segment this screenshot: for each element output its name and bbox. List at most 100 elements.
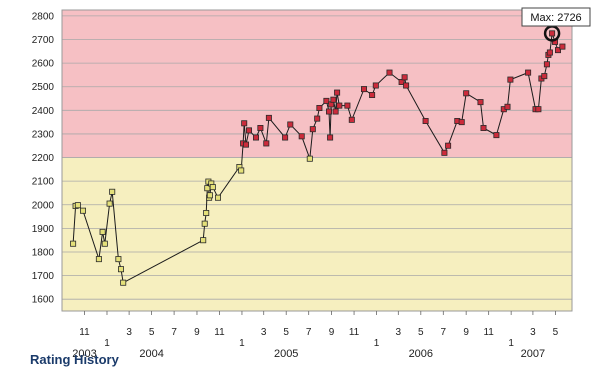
data-point bbox=[403, 82, 410, 89]
data-point bbox=[372, 82, 379, 89]
data-point bbox=[314, 115, 321, 122]
y-tick-label: 2500 bbox=[32, 82, 55, 93]
data-point bbox=[507, 76, 514, 83]
data-point bbox=[80, 207, 87, 214]
data-point bbox=[323, 97, 330, 104]
y-tick-label: 2000 bbox=[32, 200, 55, 211]
data-point bbox=[115, 256, 122, 263]
y-axis-ticks: 1600 1700 1800 1900 2000 2100 2200 2300 2400 2500… bbox=[32, 11, 55, 305]
year-label: 2006 bbox=[409, 348, 433, 360]
data-point bbox=[334, 89, 341, 96]
data-point bbox=[316, 105, 323, 112]
data-point bbox=[306, 155, 313, 162]
data-point bbox=[463, 90, 470, 97]
section-heading-cut-off: Rating History bbox=[30, 352, 119, 367]
data-point bbox=[99, 228, 106, 235]
data-point bbox=[287, 121, 294, 128]
data-point bbox=[200, 237, 207, 244]
data-point bbox=[95, 256, 102, 263]
year-label: 2004 bbox=[139, 348, 163, 360]
data-point bbox=[120, 279, 127, 286]
data-point bbox=[480, 125, 487, 132]
data-point bbox=[541, 73, 548, 80]
x-tick-label: 3 bbox=[530, 327, 536, 338]
max-annotation: Max: 2726 bbox=[521, 7, 591, 42]
x-tick-label: 1 bbox=[374, 338, 380, 349]
data-point bbox=[535, 106, 542, 113]
band-0 bbox=[62, 157, 572, 311]
data-point bbox=[257, 125, 264, 132]
data-point bbox=[214, 194, 221, 201]
data-point bbox=[543, 61, 550, 68]
data-point bbox=[344, 102, 351, 109]
x-tick-label: 9 bbox=[329, 327, 335, 338]
plot-frame bbox=[61, 9, 573, 312]
data-point bbox=[245, 127, 252, 134]
x-tick-label: 1 bbox=[104, 338, 110, 349]
y-tick-label: 1900 bbox=[32, 224, 55, 235]
data-point bbox=[441, 149, 448, 156]
data-point bbox=[265, 114, 272, 121]
data-point bbox=[332, 108, 339, 115]
x-axis-year-labels: 2003 2004 2005 2006 2007 bbox=[72, 348, 545, 360]
x-tick-label: 11 bbox=[214, 327, 225, 338]
x-tick-label: 5 bbox=[149, 327, 155, 338]
data-point bbox=[242, 141, 249, 148]
x-tick-label: 3 bbox=[126, 327, 132, 338]
data-point bbox=[118, 266, 125, 273]
y-tick-label: 1600 bbox=[32, 295, 55, 306]
data-point bbox=[309, 126, 316, 133]
y-tick-label: 2800 bbox=[32, 11, 55, 22]
data-point bbox=[386, 69, 393, 76]
data-point bbox=[330, 96, 337, 103]
x-tick-label: 9 bbox=[194, 327, 200, 338]
data-point bbox=[458, 119, 465, 126]
y-tick-label: 2600 bbox=[32, 59, 55, 70]
max-label-box bbox=[521, 7, 591, 27]
data-point bbox=[559, 43, 566, 50]
data-point bbox=[109, 188, 116, 195]
max-label: Max: 2726 bbox=[530, 12, 581, 24]
x-tick-label: 7 bbox=[171, 327, 177, 338]
y-tick-label: 2300 bbox=[32, 129, 55, 140]
data-point bbox=[325, 108, 332, 115]
data-point bbox=[327, 134, 334, 141]
y-tick-label: 2100 bbox=[32, 177, 55, 188]
y-tick-label: 2400 bbox=[32, 106, 55, 117]
data-point bbox=[555, 47, 562, 54]
data-point bbox=[74, 202, 81, 209]
data-point bbox=[201, 220, 208, 227]
x-tick-label: 11 bbox=[349, 327, 360, 338]
data-point bbox=[70, 240, 77, 247]
data-point bbox=[348, 116, 355, 123]
year-label: 2005 bbox=[274, 348, 298, 360]
data-point bbox=[263, 140, 270, 147]
data-point bbox=[241, 120, 248, 127]
x-tick-label: 5 bbox=[553, 327, 559, 338]
data-point bbox=[209, 184, 216, 191]
data-point bbox=[298, 133, 305, 140]
x-tick-label: 1 bbox=[508, 338, 514, 349]
x-tick-label: 11 bbox=[483, 327, 494, 338]
data-point bbox=[206, 192, 213, 199]
background-bands bbox=[62, 10, 572, 311]
data-point bbox=[282, 134, 289, 141]
x-tick-label: 1 bbox=[239, 338, 245, 349]
y-tick-label: 2200 bbox=[32, 153, 55, 164]
x-tick-label: 9 bbox=[463, 327, 469, 338]
x-tick-label: 3 bbox=[261, 327, 267, 338]
x-tick-label: 5 bbox=[283, 327, 289, 338]
gridlines bbox=[62, 15, 572, 300]
data-point bbox=[549, 30, 556, 37]
data-point bbox=[477, 99, 484, 106]
y-tick-label: 1800 bbox=[32, 247, 55, 258]
data-point bbox=[493, 132, 500, 139]
data-point bbox=[238, 167, 245, 174]
year-label: 2003 bbox=[72, 348, 96, 360]
data-point bbox=[336, 102, 343, 109]
data-point bbox=[546, 49, 553, 56]
data-point bbox=[422, 118, 429, 125]
x-tick-label: 5 bbox=[418, 327, 424, 338]
data-point bbox=[369, 92, 376, 99]
